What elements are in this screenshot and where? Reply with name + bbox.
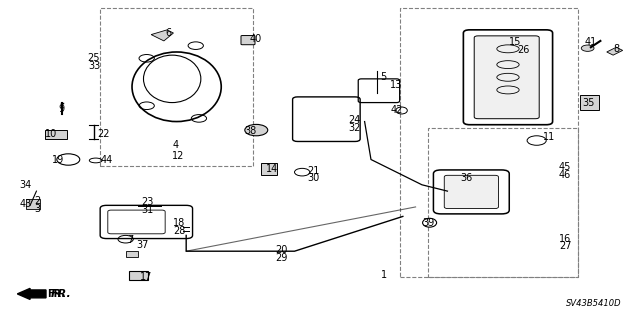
- Text: 29: 29: [275, 253, 288, 263]
- Bar: [129, 271, 148, 280]
- Bar: [45, 130, 67, 139]
- Polygon shape: [151, 30, 173, 41]
- Text: 19: 19: [52, 155, 64, 166]
- Text: 11: 11: [543, 132, 556, 142]
- Text: FR.: FR.: [47, 289, 65, 299]
- Text: 20: 20: [275, 245, 288, 255]
- FancyArrow shape: [17, 288, 46, 300]
- Text: 39: 39: [422, 218, 435, 228]
- Text: 22: 22: [97, 129, 109, 139]
- Text: 40: 40: [250, 34, 262, 44]
- Text: 28: 28: [173, 226, 186, 236]
- Text: 46: 46: [559, 170, 572, 180]
- Bar: [26, 199, 40, 209]
- FancyBboxPatch shape: [241, 35, 255, 45]
- Text: 32: 32: [349, 123, 361, 133]
- Circle shape: [581, 45, 594, 51]
- Bar: [125, 250, 138, 257]
- Bar: [261, 163, 277, 175]
- Text: 36: 36: [460, 174, 472, 183]
- Text: 9: 9: [59, 104, 65, 114]
- Text: 37: 37: [136, 240, 149, 250]
- Text: 34: 34: [20, 180, 32, 190]
- Text: 4: 4: [172, 140, 179, 150]
- Text: 14: 14: [266, 164, 278, 174]
- Text: 18: 18: [173, 218, 186, 228]
- Bar: [580, 95, 599, 110]
- Text: 7: 7: [127, 235, 134, 245]
- Text: 12: 12: [172, 151, 184, 161]
- Circle shape: [245, 124, 268, 136]
- Text: 43: 43: [19, 199, 31, 209]
- FancyBboxPatch shape: [444, 175, 499, 209]
- Text: 31: 31: [141, 205, 154, 215]
- Text: 27: 27: [559, 241, 572, 251]
- Text: 24: 24: [349, 115, 361, 125]
- Text: 38: 38: [244, 126, 256, 136]
- Text: 25: 25: [88, 53, 100, 63]
- Text: 13: 13: [390, 80, 403, 90]
- Text: 6: 6: [166, 28, 172, 38]
- Text: 5: 5: [381, 72, 387, 82]
- Text: FR.: FR.: [51, 289, 72, 299]
- Polygon shape: [607, 47, 623, 55]
- Text: 16: 16: [559, 234, 572, 243]
- Text: SV43B5410D: SV43B5410D: [566, 299, 622, 308]
- Text: 42: 42: [390, 106, 403, 115]
- Text: 44: 44: [100, 155, 113, 166]
- Text: 45: 45: [559, 162, 572, 172]
- Text: 30: 30: [307, 174, 319, 183]
- Text: 10: 10: [45, 129, 57, 139]
- Text: 33: 33: [88, 61, 100, 71]
- Text: 3: 3: [35, 204, 41, 213]
- Text: 23: 23: [141, 197, 154, 207]
- Text: 17: 17: [140, 271, 153, 281]
- Text: 35: 35: [582, 98, 595, 108]
- Text: 8: 8: [613, 44, 620, 54]
- Text: 26: 26: [518, 45, 530, 56]
- Text: 2: 2: [35, 196, 41, 206]
- Text: 41: 41: [584, 38, 596, 48]
- Text: 1: 1: [381, 270, 387, 280]
- Text: 15: 15: [509, 38, 522, 48]
- Text: 21: 21: [307, 166, 319, 175]
- FancyBboxPatch shape: [474, 36, 540, 119]
